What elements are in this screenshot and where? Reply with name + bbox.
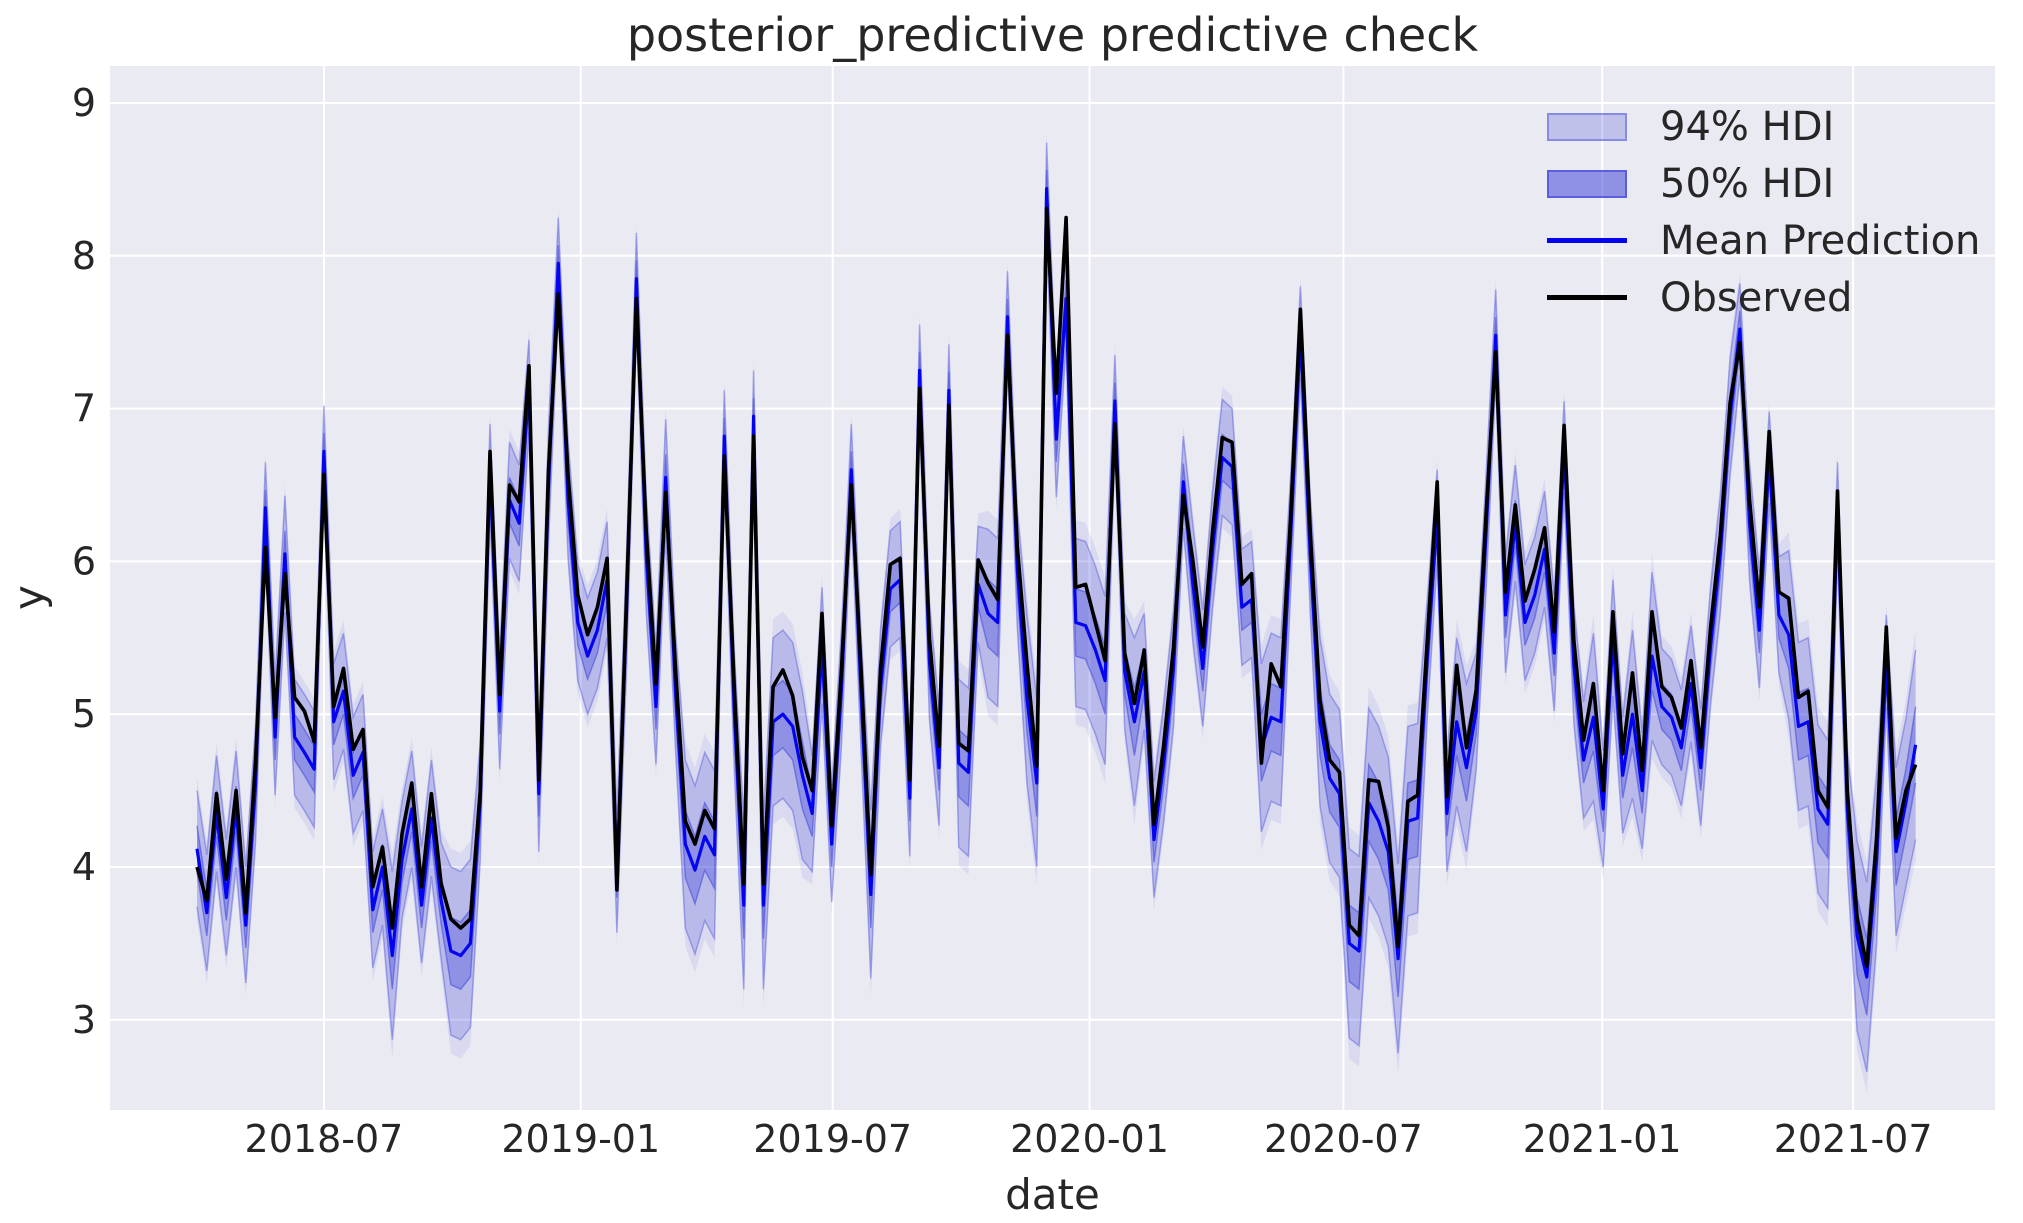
observed-line: [195, 206, 1918, 969]
legend-item-50hdi: 50% HDI: [1547, 155, 1980, 212]
chart-title: posterior_predictive predictive check: [626, 8, 1479, 62]
legend-item-mean: Mean Prediction: [1547, 212, 1980, 269]
y-axis-label: y: [4, 585, 54, 610]
legend-item-observed: Observed: [1547, 269, 1980, 326]
x-axis-label: date: [1005, 1170, 1100, 1219]
legend: 94% HDI 50% HDI Mean Prediction Observed: [1547, 98, 1980, 326]
y-tick-labels: 3 4 5 6 7 8 9: [72, 81, 96, 1042]
axes-background: [110, 66, 1995, 1110]
svg-text:8: 8: [72, 234, 96, 278]
svg-text:2020-01: 2020-01: [1010, 1117, 1169, 1161]
svg-text:2019-07: 2019-07: [753, 1117, 912, 1161]
gridlines: [110, 66, 1995, 1110]
observed-line-swatch-icon: [1547, 295, 1627, 300]
svg-text:3: 3: [72, 998, 96, 1042]
svg-text:5: 5: [72, 692, 96, 736]
x-tick-labels: 2018-07 2019-01 2019-07 2020-01 2020-07 2021-…: [245, 1117, 1933, 1161]
svg-text:2019-01: 2019-01: [501, 1117, 660, 1161]
svg-text:6: 6: [72, 539, 96, 583]
legend-label-94hdi: 94% HDI: [1660, 103, 1835, 150]
svg-text:4: 4: [72, 845, 96, 889]
svg-text:2021-01: 2021-01: [1523, 1117, 1682, 1161]
svg-text:7: 7: [72, 387, 96, 431]
legend-label-50hdi: 50% HDI: [1660, 160, 1835, 207]
legend-item-94hdi: 94% HDI: [1547, 98, 1980, 155]
legend-label-observed: Observed: [1660, 274, 1853, 321]
hdi50-band-swatch-icon: [1547, 169, 1627, 198]
hdi94-band-swatch-icon: [1547, 112, 1627, 141]
legend-label-mean: Mean Prediction: [1660, 217, 1981, 264]
svg-text:9: 9: [72, 81, 96, 125]
svg-text:2018-07: 2018-07: [245, 1117, 404, 1161]
svg-text:2021-07: 2021-07: [1774, 1117, 1933, 1161]
svg-text:2020-07: 2020-07: [1264, 1117, 1423, 1161]
mean-line-swatch-icon: [1547, 238, 1627, 243]
